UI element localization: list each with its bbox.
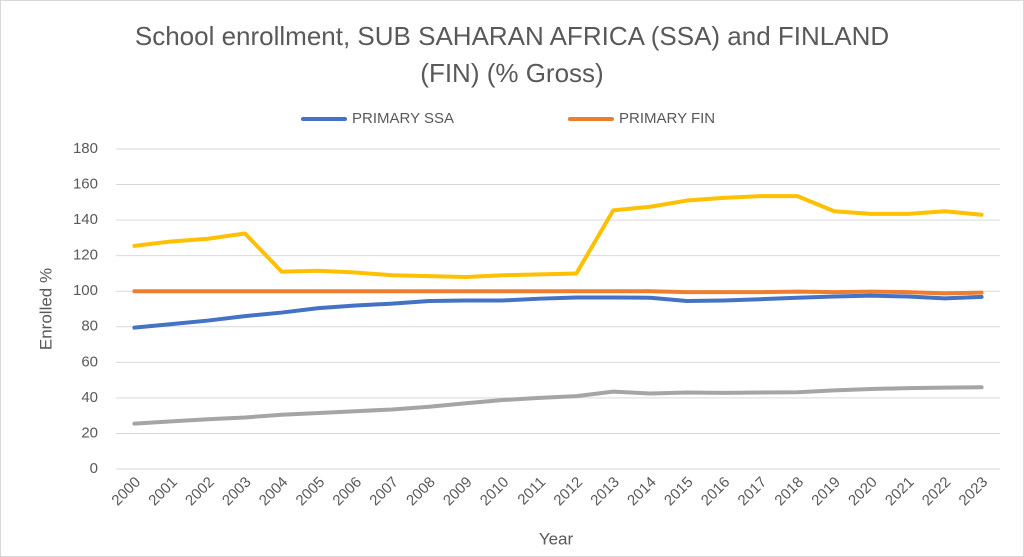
x-tick-label: 2018 <box>771 474 807 510</box>
chart-title: School enrollment, SUB SAHARAN AFRICA (S… <box>134 21 890 88</box>
y-tick-label: 120 <box>73 247 98 264</box>
x-tick-label: 2011 <box>514 474 549 509</box>
x-tick-label: 2019 <box>808 474 844 510</box>
x-tick-label: 2022 <box>919 474 955 510</box>
series-line <box>132 289 984 296</box>
x-tick-label: 2013 <box>587 474 623 510</box>
y-tick-label: 40 <box>81 389 98 406</box>
x-tick-label: 2017 <box>735 474 771 510</box>
x-tick-label: 2008 <box>403 474 439 510</box>
x-tick-label: 2005 <box>293 474 329 510</box>
y-tick-label: 100 <box>73 282 98 299</box>
x-tick-label: 2015 <box>661 474 697 510</box>
y-tick-label: 140 <box>73 211 98 228</box>
series-line <box>132 293 984 330</box>
x-tick-label: 2023 <box>956 474 992 510</box>
x-tick-label: 2001 <box>145 474 181 510</box>
y-tick-label: 20 <box>81 424 98 441</box>
x-tick-label: 2003 <box>219 474 255 510</box>
x-tick-label: 2002 <box>182 474 218 510</box>
y-tick-label: 0 <box>90 460 98 477</box>
x-tick-label: 2004 <box>256 474 292 510</box>
x-tick-label: 2009 <box>440 474 476 510</box>
y-axis-label: Enrolled % <box>36 268 55 350</box>
x-tick-label: 2012 <box>550 474 586 510</box>
x-tick-label: 2016 <box>698 474 734 510</box>
x-tick-label: 2014 <box>624 474 660 510</box>
x-axis-label: Year <box>539 529 574 548</box>
x-tick-label: 2006 <box>329 474 365 510</box>
x-tick-label: 2020 <box>845 474 881 510</box>
y-tick-label: 180 <box>73 140 98 157</box>
legend-label: PRIMARY SSA <box>352 110 454 127</box>
x-tick-label: 2021 <box>882 474 918 510</box>
x-tick-label: 2000 <box>108 474 144 510</box>
series-line <box>132 194 984 279</box>
series-line <box>132 385 984 426</box>
y-tick-label: 80 <box>81 318 98 335</box>
legend-label: PRIMARY FIN <box>619 110 715 127</box>
x-tick-label: 2010 <box>477 474 513 510</box>
y-tick-label: 160 <box>73 176 98 193</box>
y-tick-label: 60 <box>81 353 98 370</box>
x-tick-label: 2007 <box>366 474 402 510</box>
